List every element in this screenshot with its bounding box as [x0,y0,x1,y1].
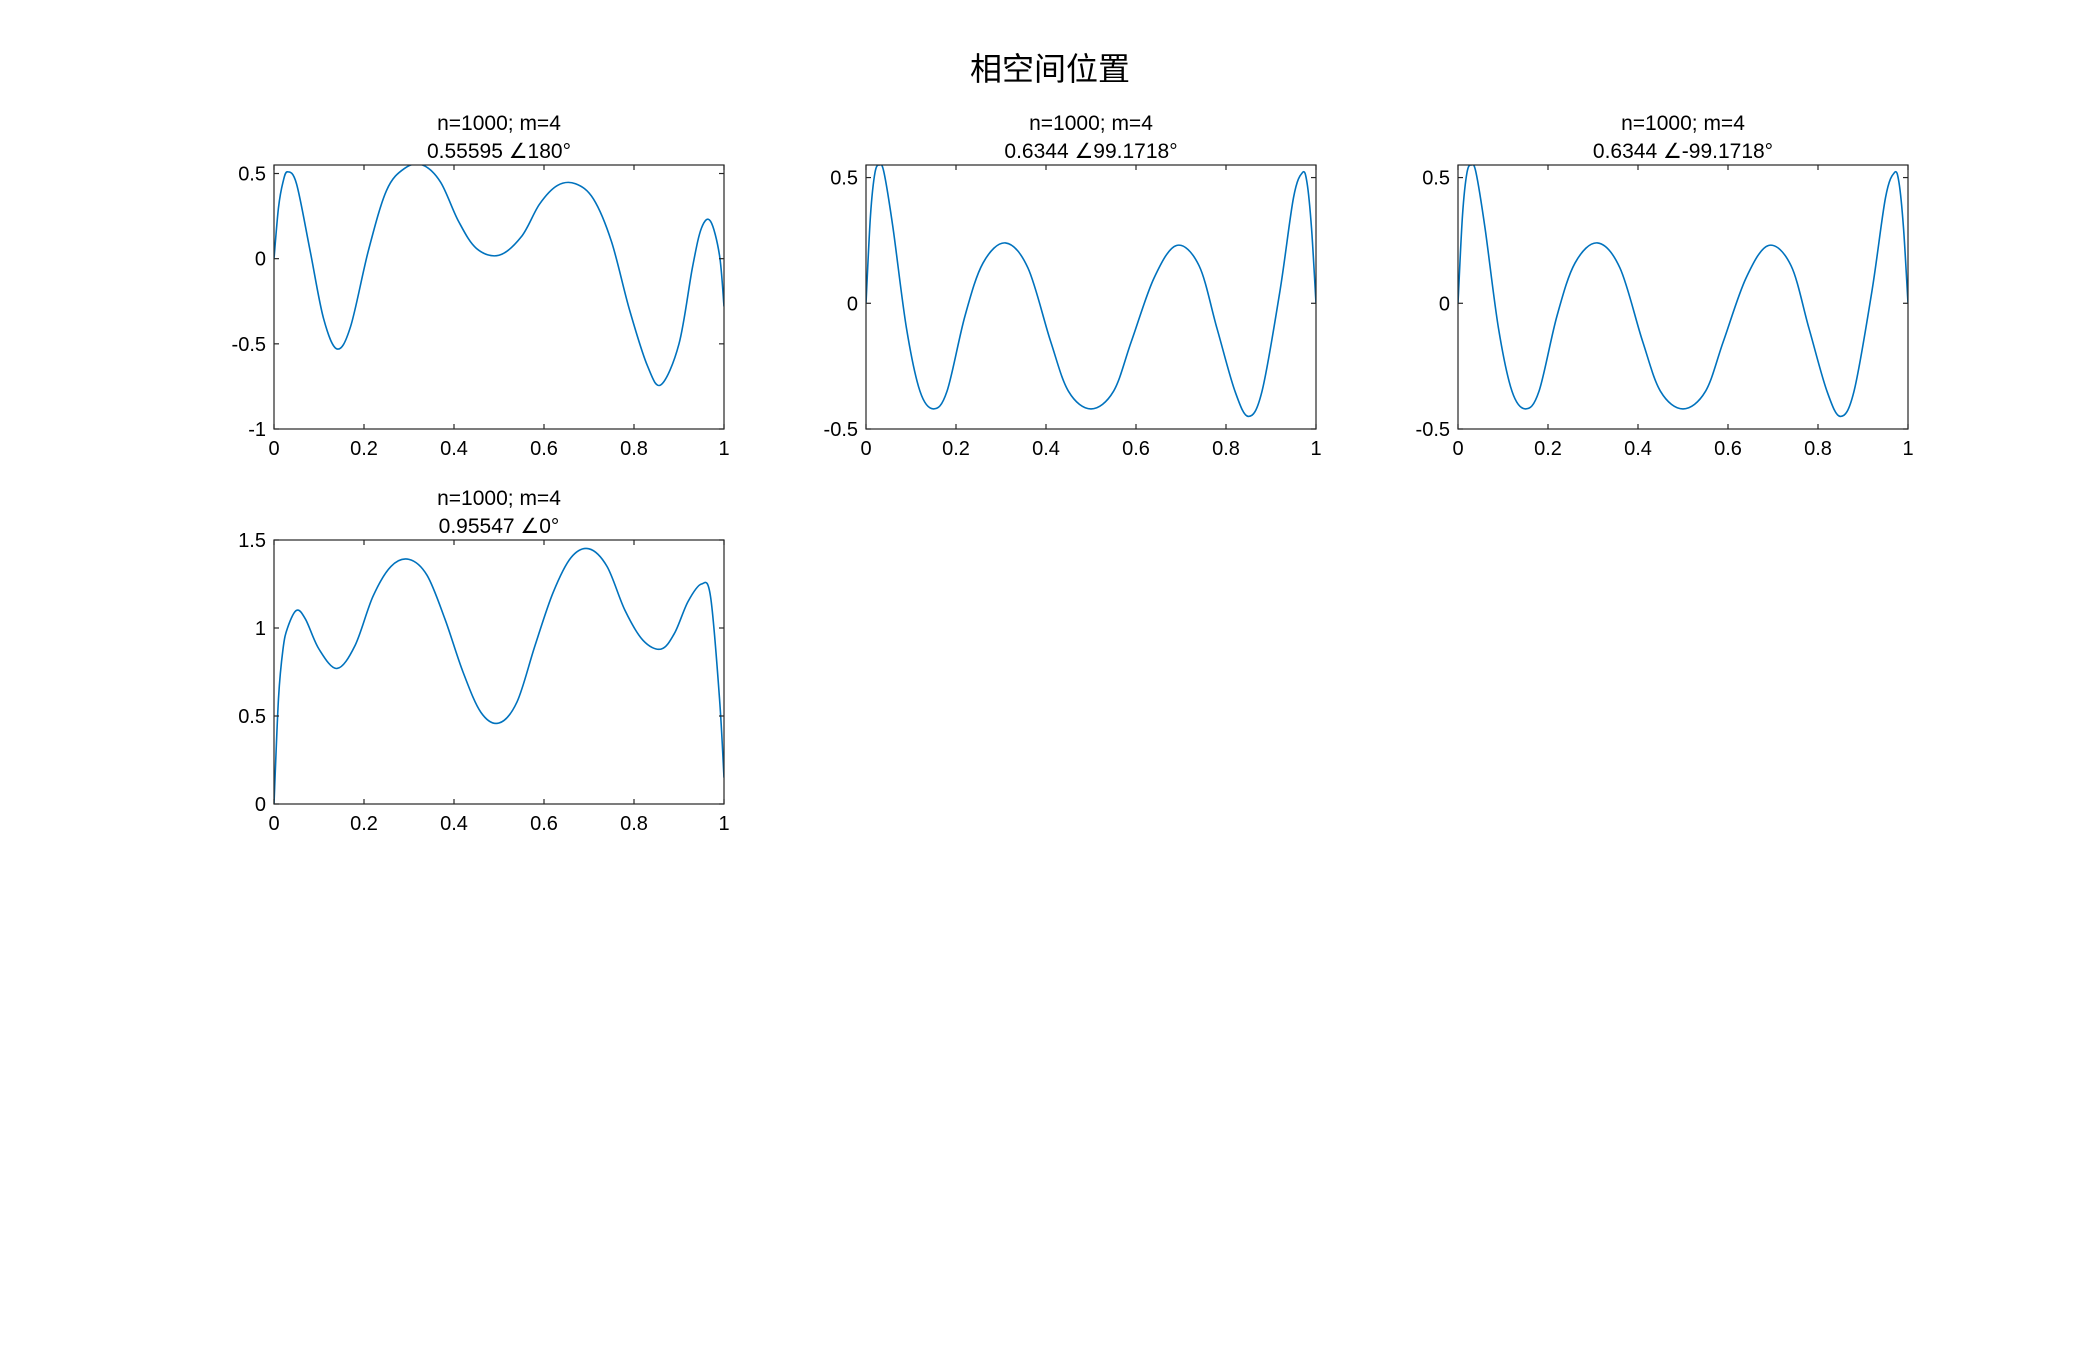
x-tick-label: 0 [268,438,279,460]
subplot-1: 0 0.2 0.4 0.6 0.8 1 -1 -0.5 0 0.5 n=1000; m=4 0.555… [232,112,730,460]
subplot-2: 0 0.2 0.4 0.6 0.8 1-0.500.5n=1000; m=40.6344 … [824,112,1322,460]
axes-box [865,164,1317,430]
x-tick-label: 1 [1310,438,1321,460]
x-tick-label: 0.6 [1122,438,1150,460]
x-tick-label: 0.2 [350,813,378,835]
series-line-1 [274,165,724,387]
x-tick-label: 0.2 [942,438,970,460]
axes-box [273,164,725,430]
figure-title: 相空间位置 [969,50,1130,88]
x-tick-label: 0.4 [440,438,468,460]
y-tick-label: 1 [255,618,266,640]
subplot-4: 0 0.2 0.4 0.6 0.8 1 0 0.5 1 1.5 n=1000; m=4 0.95547… [238,487,729,835]
y-tick-label: 0.5 [238,164,266,186]
x-tick-label: 1 [718,438,729,460]
series-line-1 [274,547,724,804]
x-tick-label: 1 [1902,438,1913,460]
y-tick-label: -0.5 [232,334,266,356]
y-tick-label: 0 [847,293,858,315]
x-tick-label: 0 [1452,438,1463,460]
subplot-title-line-1: n=1000; m=4 [1029,112,1153,135]
y-tick-label: 0 [255,249,266,271]
x-tick-label: 0.8 [620,813,648,835]
x-tick-label: 0.2 [350,438,378,460]
y-tick-label: -0.5 [1416,419,1450,441]
subplot-title-line-1: n=1000; m=4 [437,112,561,135]
y-tick-label: 1.5 [238,530,266,552]
x-tick-label: 0.6 [1714,438,1742,460]
subplot-3: 0 0.2 0.4 0.6 0.8 1-0.500.5n=1000; m=40.6344 … [1416,112,1914,460]
axes-box [1457,164,1909,430]
subplot-title-line-2: 0.55595 ∠180° [427,140,571,163]
series-line-1 [1458,165,1908,418]
subplot-title-line-2: 0.6344 ∠99.1718° [1004,140,1177,163]
x-tick-label: 0.4 [1624,438,1652,460]
y-tick-label: 0 [255,794,266,816]
y-tick-label: 0.5 [238,706,266,728]
subplot-title-line-2: 0.95547 ∠0° [439,515,560,538]
subplot-title-line-2: 0.6344 ∠-99.1718° [1593,140,1773,163]
x-tick-label: 0 [860,438,871,460]
x-tick-label: 0.6 [530,813,558,835]
axes-box [273,539,725,805]
x-tick-label: 0 [268,813,279,835]
y-tick-label: -1 [248,419,266,441]
y-tick-label: 0 [1439,293,1450,315]
y-tick-label: 0.5 [1422,168,1450,190]
y-tick-label: -0.5 [824,419,858,441]
x-tick-label: 0.4 [440,813,468,835]
x-tick-label: 0.2 [1534,438,1562,460]
series-line-1 [866,165,1316,418]
x-tick-label: 0.4 [1032,438,1060,460]
x-tick-label: 0.8 [1212,438,1240,460]
x-tick-label: 0.6 [530,438,558,460]
subplot-title-line-1: n=1000; m=4 [437,487,561,510]
y-tick-label: 0.5 [830,168,858,190]
x-tick-label: 0.8 [620,438,648,460]
x-tick-label: 0.8 [1804,438,1832,460]
subplot-title-line-1: n=1000; m=4 [1621,112,1745,135]
x-tick-label: 1 [718,813,729,835]
